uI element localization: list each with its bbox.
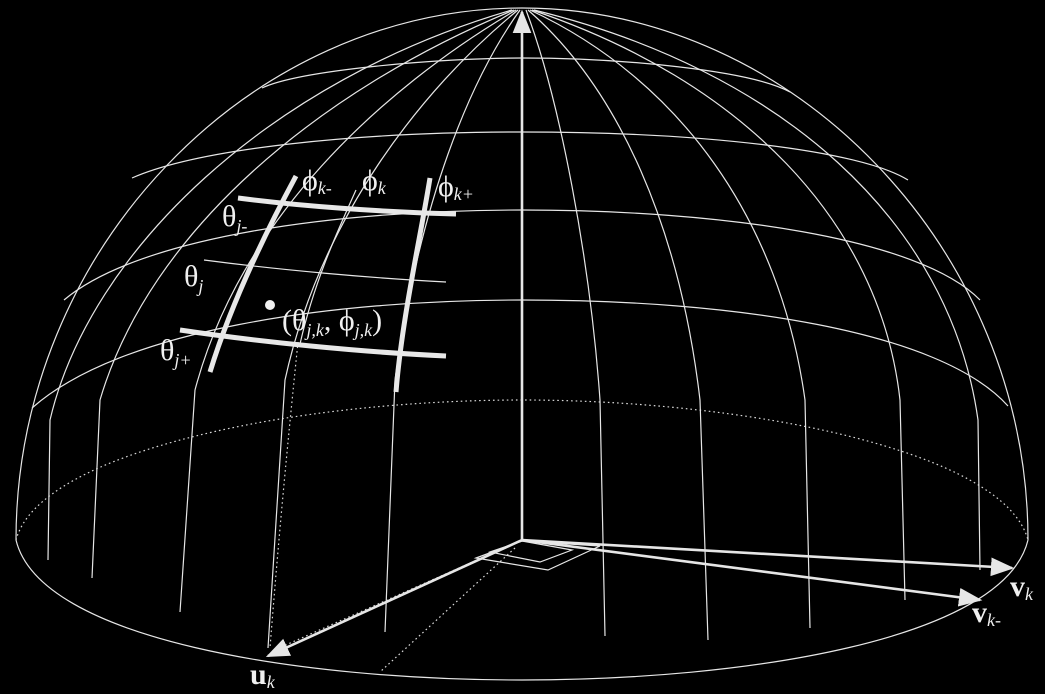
projection-line-1 (269, 341, 299, 649)
label-phi-k-plus: ϕk+ (438, 170, 474, 204)
meridian-e1 (525, 9, 606, 637)
meridian-e2 (527, 9, 709, 641)
projection-line-2 (379, 547, 516, 673)
origin-patch-outer (473, 540, 601, 571)
mid-line-theta-j (203, 259, 447, 283)
hemisphere-outline (15, 7, 1029, 541)
boundary-phi-k-minus (207, 174, 299, 373)
equator-front (15, 539, 1029, 681)
meridian-w2 (267, 9, 519, 649)
label-u-k: uk (250, 658, 276, 692)
center-point (265, 300, 275, 310)
vector-v-k-minus (521, 538, 983, 607)
label-center-point: (θj,k, ϕj,k) (282, 304, 382, 340)
boundary-theta-j-plus (179, 327, 447, 359)
vector-v-k (521, 538, 1015, 577)
meridian-e3 (529, 9, 811, 629)
latitude-2 (131, 131, 909, 181)
label-theta-j-plus: θj+ (160, 334, 192, 370)
label-theta-j: θj (184, 260, 203, 296)
meridian-w5 (47, 9, 513, 561)
label-phi-k: ϕk (362, 164, 387, 198)
meridian-e5 (533, 9, 981, 571)
label-phi-k-minus: ϕk- (302, 164, 332, 198)
label-theta-j-minus: θj- (222, 200, 247, 236)
label-v-k: vk (1010, 570, 1034, 604)
meridian-e4 (531, 9, 906, 601)
vector-u-k (265, 538, 523, 658)
mid-line-phi-k (299, 189, 357, 345)
meridian-w4 (91, 9, 515, 579)
boundary-theta-j-minus (237, 195, 457, 217)
meridian-w3 (179, 9, 517, 613)
label-v-k-minus: vk- (972, 596, 1001, 630)
